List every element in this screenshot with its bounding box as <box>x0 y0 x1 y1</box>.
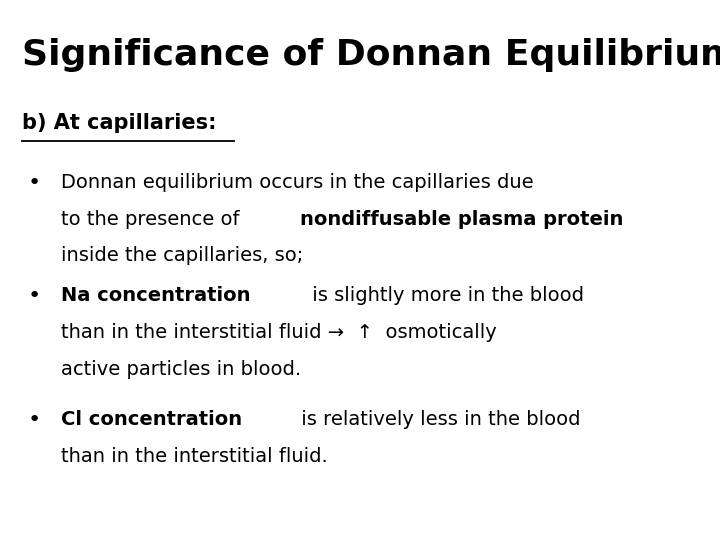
Text: nondiffusable plasma protein: nondiffusable plasma protein <box>300 210 623 228</box>
Text: b) At capillaries:: b) At capillaries: <box>22 113 216 133</box>
Text: than in the interstitial fluid →  ↑  osmotically: than in the interstitial fluid → ↑ osmot… <box>61 323 497 342</box>
Text: active particles in blood.: active particles in blood. <box>61 360 302 379</box>
Text: Cl concentration: Cl concentration <box>61 410 243 429</box>
Text: •: • <box>27 410 40 430</box>
Text: •: • <box>27 173 40 193</box>
Text: inside the capillaries, so;: inside the capillaries, so; <box>61 246 303 265</box>
Text: Na concentration: Na concentration <box>61 286 251 305</box>
Text: Na concentration: Na concentration <box>61 286 251 305</box>
Text: Significance of Donnan Equilibrium: Significance of Donnan Equilibrium <box>22 38 720 72</box>
Text: is relatively less in the blood: is relatively less in the blood <box>295 410 580 429</box>
Text: to the presence of: to the presence of <box>61 210 246 228</box>
Text: Cl concentration: Cl concentration <box>61 410 243 429</box>
Text: is slightly more in the blood: is slightly more in the blood <box>306 286 584 305</box>
Text: than in the interstitial fluid.: than in the interstitial fluid. <box>61 447 328 466</box>
Text: to the presence of: to the presence of <box>61 210 246 228</box>
Text: •: • <box>27 286 40 306</box>
Text: Donnan equilibrium occurs in the capillaries due: Donnan equilibrium occurs in the capilla… <box>61 173 534 192</box>
